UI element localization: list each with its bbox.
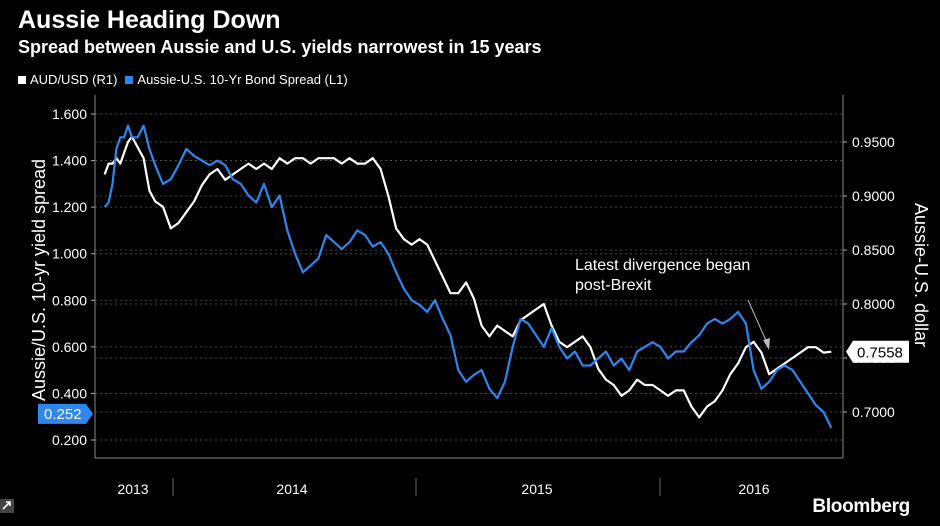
legend-label-aud: AUD/USD (R1) bbox=[30, 72, 118, 87]
left-tick-label: 1.600 bbox=[52, 106, 87, 122]
right-tick-label: 0.8000 bbox=[852, 296, 895, 312]
right-tick-label: 0.9000 bbox=[852, 188, 895, 204]
chart-title: Aussie Heading Down bbox=[18, 6, 281, 34]
aud-last-value-label: 0.7558 bbox=[857, 345, 903, 362]
annotation-line-1: Latest divergence began bbox=[575, 257, 750, 274]
x-tick-label: 2016 bbox=[738, 481, 769, 497]
spread-last-value-label: 0.252 bbox=[44, 406, 82, 423]
left-tick-label: 1.000 bbox=[52, 246, 87, 262]
legend-swatch-spread bbox=[125, 75, 134, 84]
left-axis-title: Aussie/U.S. 10-yr yield spread bbox=[29, 159, 49, 401]
right-axis-title: Aussie-U.S. dollar bbox=[911, 203, 931, 347]
legend-swatch-aud bbox=[18, 75, 26, 84]
left-tick-label: 0.600 bbox=[52, 339, 87, 355]
left-tick-label: 0.800 bbox=[52, 292, 87, 308]
annotation-line-2: post-Brexit bbox=[575, 277, 652, 294]
x-tick-label: 2015 bbox=[521, 481, 552, 497]
annotation-arrowhead bbox=[763, 338, 770, 350]
x-tick-label: 2013 bbox=[117, 481, 148, 497]
right-tick-label: 0.9500 bbox=[852, 134, 895, 150]
share-icon bbox=[0, 499, 14, 513]
x-tick-label: 2014 bbox=[276, 481, 307, 497]
left-tick-label: 1.200 bbox=[52, 199, 87, 215]
left-tick-label: 0.200 bbox=[52, 432, 87, 448]
chart-subtitle: Spread between Aussie and U.S. yields na… bbox=[18, 37, 542, 57]
legend-item-aud: AUD/USD (R1) bbox=[18, 72, 117, 87]
series-line-aud bbox=[103, 135, 832, 419]
left-tick-label: 1.400 bbox=[52, 153, 87, 169]
series-line-spread bbox=[103, 124, 833, 429]
legend-item-spread: Aussie-U.S. 10-Yr Bond Spread (L1) bbox=[125, 72, 348, 87]
aud-last-value-box bbox=[846, 340, 909, 363]
left-tick-label: 0.400 bbox=[52, 385, 87, 401]
legend-label-spread: Aussie-U.S. 10-Yr Bond Spread (L1) bbox=[137, 72, 348, 87]
right-tick-label: 0.7000 bbox=[852, 404, 895, 420]
legend: AUD/USD (R1) Aussie-U.S. 10-Yr Bond Spre… bbox=[18, 72, 356, 87]
annotation-arrow bbox=[747, 299, 769, 346]
right-tick-label: 0.8500 bbox=[852, 242, 895, 258]
bloomberg-logo: Bloomberg bbox=[812, 496, 910, 517]
spread-last-value-box bbox=[38, 403, 93, 424]
